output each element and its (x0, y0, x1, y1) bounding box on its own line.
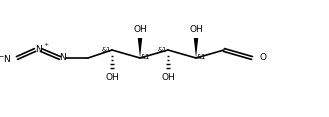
Text: N: N (35, 44, 41, 53)
Text: $^{-}$N: $^{-}$N (0, 53, 11, 64)
Text: OH: OH (189, 26, 203, 35)
Text: OH: OH (133, 26, 147, 35)
Text: &1: &1 (102, 47, 111, 53)
Text: N: N (60, 53, 66, 62)
Text: &1: &1 (158, 47, 167, 53)
Text: +: + (43, 42, 48, 48)
Text: O: O (259, 53, 266, 62)
Text: OH: OH (105, 73, 119, 82)
Text: &1: &1 (141, 54, 150, 60)
Text: &1: &1 (197, 54, 206, 60)
Polygon shape (138, 38, 142, 58)
Text: OH: OH (161, 73, 175, 82)
Polygon shape (194, 38, 198, 58)
